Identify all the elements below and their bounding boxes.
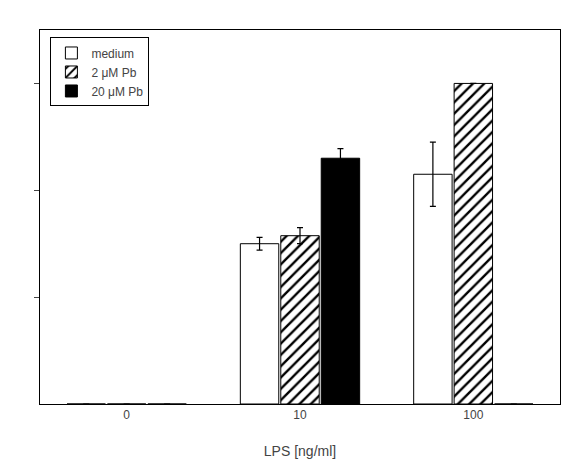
- svg-text:20 μM Pb: 20 μM Pb: [91, 85, 143, 99]
- svg-text:medium: medium: [91, 47, 134, 61]
- svg-text:10: 10: [293, 408, 307, 422]
- svg-text:0: 0: [123, 408, 130, 422]
- svg-text:2 μM Pb: 2 μM Pb: [91, 66, 136, 80]
- svg-text:LPS [ng/ml]: LPS [ng/ml]: [264, 443, 336, 459]
- svg-text:100: 100: [463, 408, 483, 422]
